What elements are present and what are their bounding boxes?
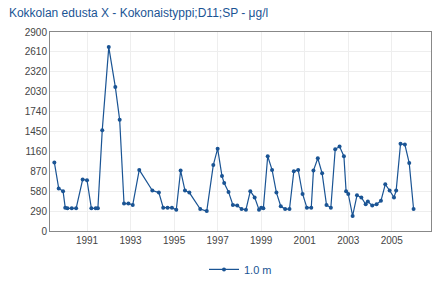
svg-text:1160: 1160 [25,146,47,157]
svg-text:2900: 2900 [25,27,48,38]
svg-text:1740: 1740 [25,106,48,117]
svg-text:1997: 1997 [207,235,230,246]
svg-text:2320: 2320 [25,66,48,77]
svg-text:1993: 1993 [119,235,142,246]
svg-text:870: 870 [30,166,47,177]
svg-text:0: 0 [41,226,47,237]
svg-text:2610: 2610 [25,46,48,57]
svg-text:2003: 2003 [337,235,360,246]
svg-text:1995: 1995 [163,235,186,246]
svg-text:Kokkolan edusta X - Kokonaisty: Kokkolan edusta X - Kokonaistyppi;D11;SP… [9,6,268,20]
svg-text:580: 580 [30,186,47,197]
svg-text:2005: 2005 [381,235,404,246]
svg-text:2001: 2001 [294,235,317,246]
svg-text:1.0 m: 1.0 m [244,264,272,276]
svg-text:1450: 1450 [25,126,48,137]
svg-text:1999: 1999 [250,235,273,246]
svg-text:1991: 1991 [76,235,99,246]
svg-text:290: 290 [30,206,47,217]
svg-text:2030: 2030 [25,86,48,97]
